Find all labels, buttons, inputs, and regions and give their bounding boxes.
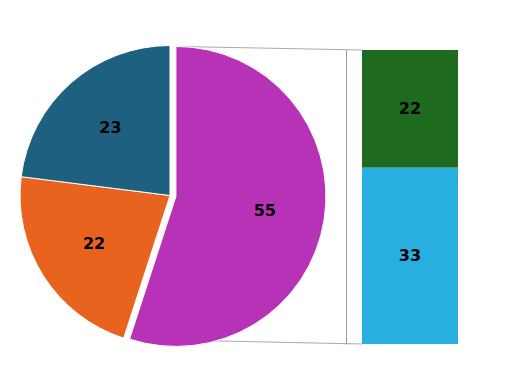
- chart: 55 22 23 33 22: [0, 0, 525, 391]
- pie-slice: [20, 177, 170, 338]
- bar-labels: 33 22: [399, 99, 421, 265]
- y-axis-line: [346, 51, 347, 345]
- data-label: 55: [254, 201, 276, 220]
- data-label: 22: [83, 234, 105, 253]
- data-label: 22: [399, 99, 421, 118]
- y-axis: [346, 51, 347, 345]
- pie-slice: [21, 46, 170, 196]
- pie: 55 22 23: [20, 46, 326, 347]
- bar-segment: [362, 168, 458, 344]
- data-label: 33: [399, 246, 421, 265]
- bars: [362, 50, 458, 344]
- bar-segment: [362, 50, 458, 168]
- data-label: 23: [99, 118, 121, 137]
